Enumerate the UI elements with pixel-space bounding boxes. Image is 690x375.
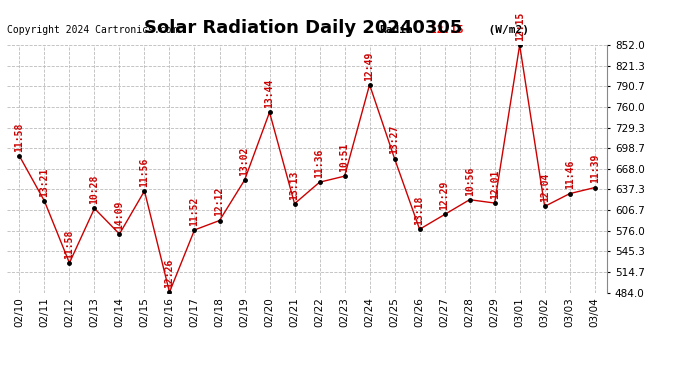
Text: 12:12: 12:12 bbox=[215, 187, 224, 216]
Text: 11:58: 11:58 bbox=[14, 122, 24, 152]
Text: 11:39: 11:39 bbox=[590, 154, 600, 183]
Text: 12:49: 12:49 bbox=[364, 51, 375, 81]
Text: 11:56: 11:56 bbox=[139, 158, 150, 187]
Text: 10:56: 10:56 bbox=[464, 166, 475, 195]
Text: 13:18: 13:18 bbox=[415, 196, 424, 225]
Text: 12:01: 12:01 bbox=[490, 170, 500, 199]
Text: 13:21: 13:21 bbox=[39, 168, 50, 197]
Text: 13:44: 13:44 bbox=[264, 79, 275, 108]
Text: Copyright 2024 Cartronics.com: Copyright 2024 Cartronics.com bbox=[7, 25, 177, 35]
Text: 11:58: 11:58 bbox=[64, 230, 75, 259]
Text: Radia: Radia bbox=[379, 25, 413, 35]
Text: 11:46: 11:46 bbox=[564, 160, 575, 189]
Text: 12:15: 12:15 bbox=[430, 25, 464, 35]
Text: 11:36: 11:36 bbox=[315, 148, 324, 178]
Text: (W/m2): (W/m2) bbox=[475, 25, 529, 35]
Text: 12:26: 12:26 bbox=[164, 259, 175, 288]
Text: 12:15: 12:15 bbox=[515, 12, 524, 41]
Text: 14:09: 14:09 bbox=[115, 201, 124, 230]
Text: 12:29: 12:29 bbox=[440, 181, 450, 210]
Text: 13:27: 13:27 bbox=[390, 125, 400, 154]
Text: 13:13: 13:13 bbox=[290, 170, 299, 200]
Text: 10:28: 10:28 bbox=[90, 175, 99, 204]
Text: 11:52: 11:52 bbox=[190, 196, 199, 226]
Text: 13:02: 13:02 bbox=[239, 147, 250, 176]
Text: 10:51: 10:51 bbox=[339, 142, 350, 172]
Text: Solar Radiation Daily 20240305: Solar Radiation Daily 20240305 bbox=[144, 19, 463, 37]
Text: 12:04: 12:04 bbox=[540, 173, 550, 202]
